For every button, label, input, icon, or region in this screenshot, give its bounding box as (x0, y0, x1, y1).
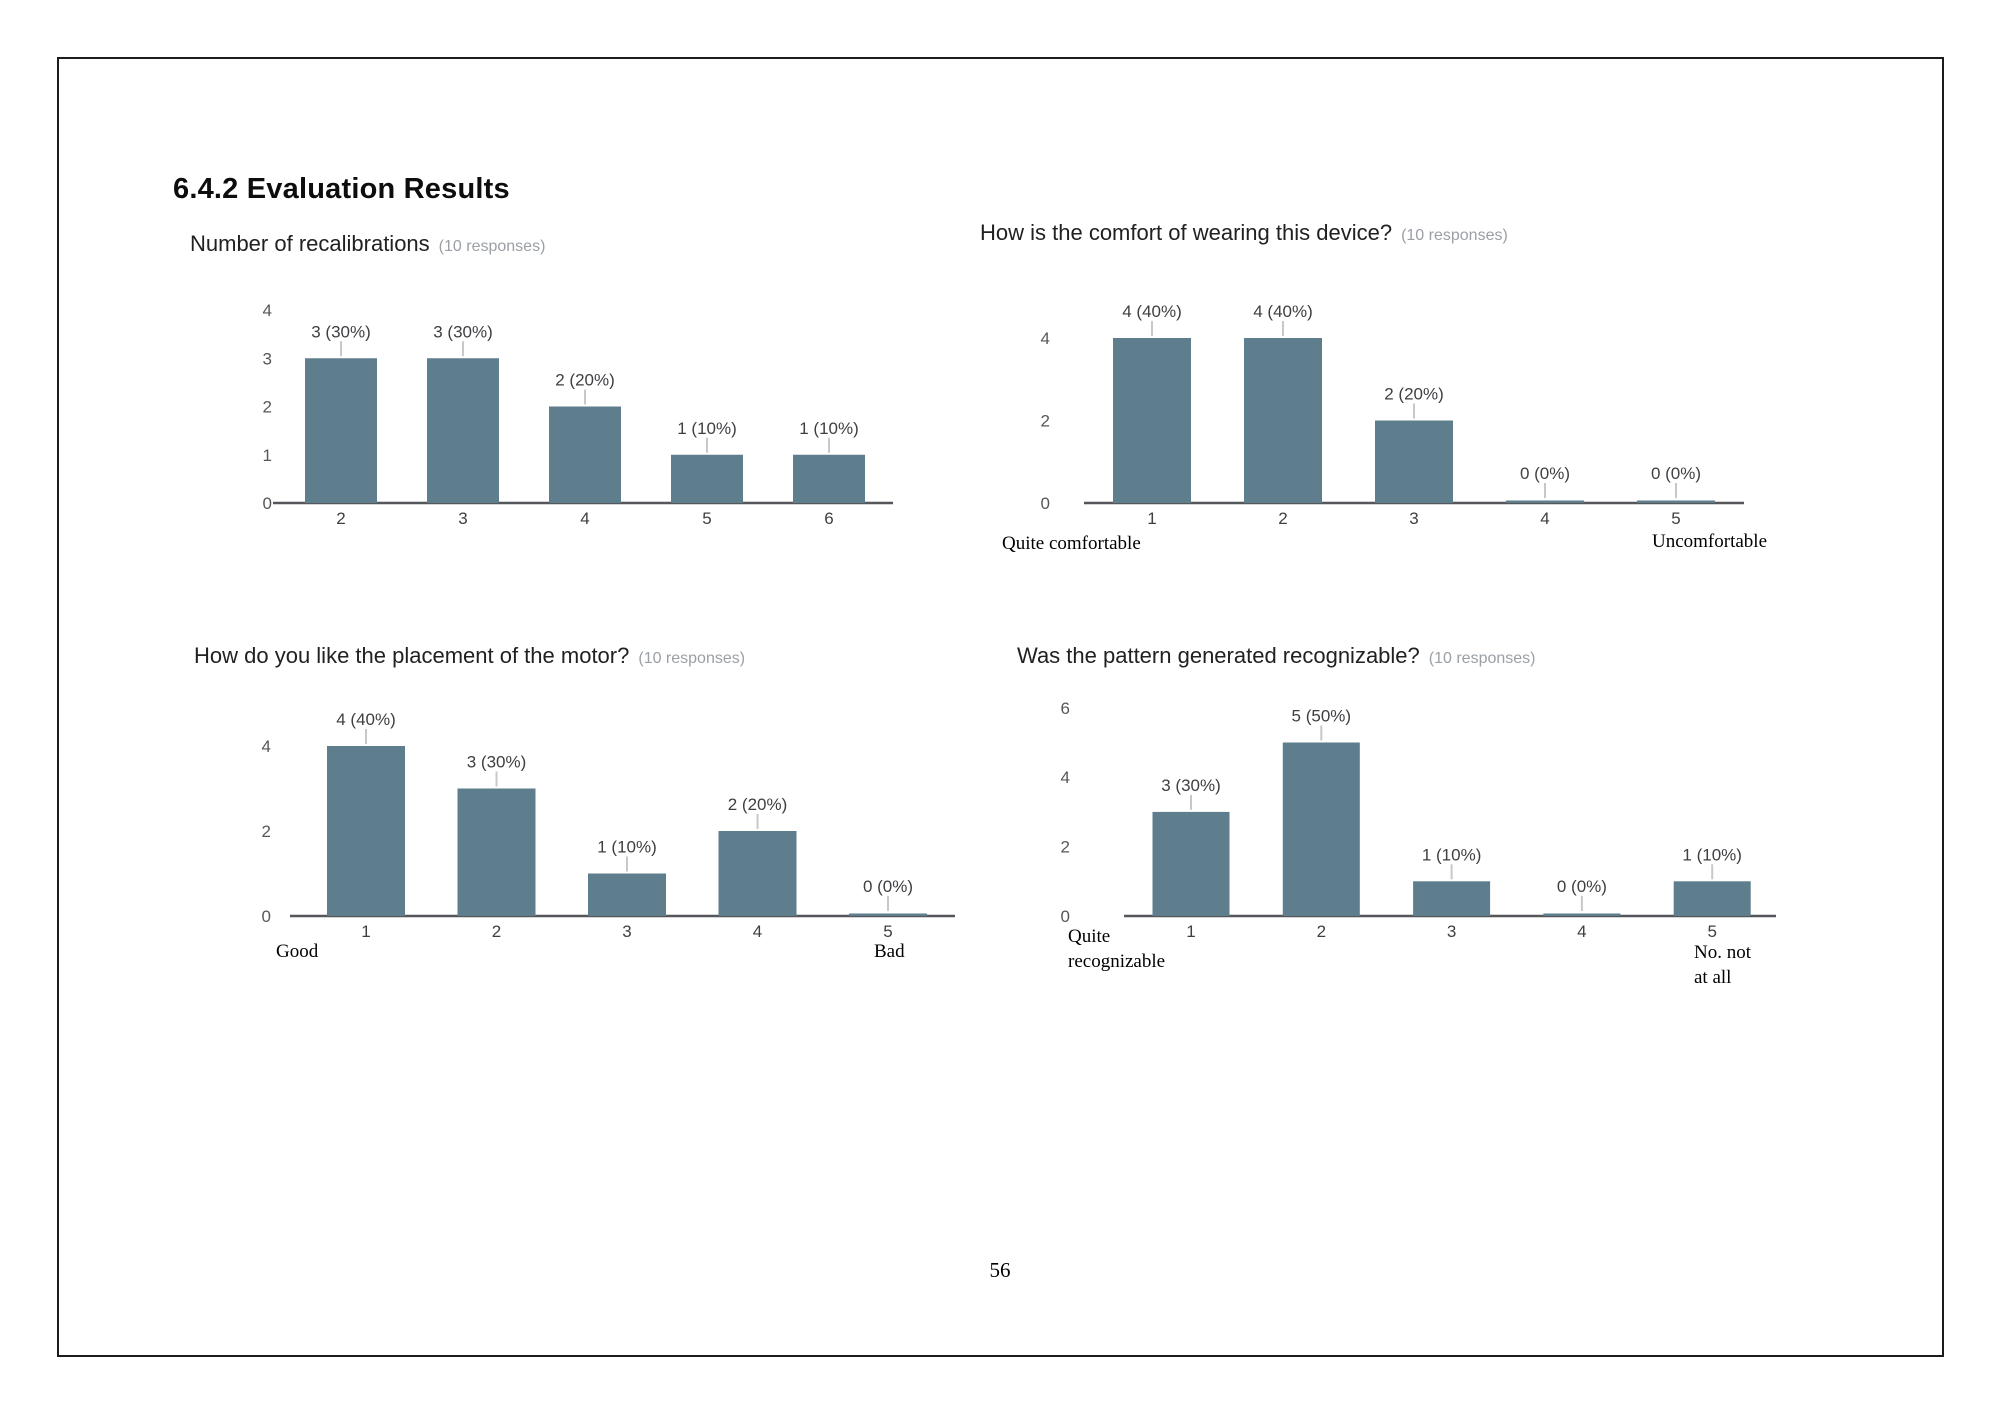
category-label: 1 (1147, 509, 1156, 528)
y-tick-label: 1 (263, 446, 272, 465)
bar (671, 454, 743, 503)
value-label: 0 (0%) (1557, 877, 1607, 896)
value-label: 0 (0%) (1651, 464, 1701, 483)
chart4-anchor-right: No. not at all (1694, 942, 1751, 988)
category-label: 3 (458, 509, 467, 528)
value-label: 1 (10%) (799, 419, 859, 438)
bar (327, 746, 405, 916)
bar (305, 358, 377, 503)
category-label: 4 (1540, 509, 1549, 528)
chart1-title-text: Number of recalibrations (190, 231, 430, 256)
value-label: 4 (40%) (1253, 302, 1313, 321)
bar-zero (1506, 500, 1584, 503)
bar (1152, 811, 1230, 916)
category-label: 3 (1409, 509, 1418, 528)
chart3-anchor-left: Good (276, 941, 319, 962)
value-label: 1 (10%) (677, 419, 737, 438)
category-label: 1 (361, 922, 370, 941)
y-tick-label: 0 (262, 907, 271, 926)
value-label: 1 (10%) (1682, 845, 1742, 864)
category-label: 4 (580, 509, 589, 528)
bar (793, 454, 865, 503)
chart1-responses-note: (10 responses) (438, 238, 546, 255)
page-number: 56 (989, 1258, 1011, 1282)
bar (1282, 742, 1360, 916)
y-tick-label: 2 (1041, 412, 1050, 431)
chart2-responses-note: (10 responses) (1401, 227, 1508, 244)
chart3-responses-note: (10 responses) (638, 650, 746, 667)
category-label: 2 (336, 509, 345, 528)
chart4-responses-note: (10 responses) (1428, 650, 1536, 667)
value-label: 3 (30%) (467, 753, 527, 772)
value-label: 4 (40%) (1122, 302, 1182, 321)
bar (427, 358, 499, 503)
value-label: 0 (0%) (863, 877, 913, 896)
bar (457, 788, 536, 916)
y-tick-label: 6 (1061, 699, 1070, 718)
bar-zero (1637, 500, 1715, 503)
y-tick-label: 2 (1061, 838, 1070, 857)
chart3-title: How do you like the placement of the mot… (194, 643, 745, 669)
y-tick-label: 4 (263, 301, 272, 320)
value-label: 3 (30%) (433, 322, 493, 341)
section-heading: 6.4.2 Evaluation Results (173, 173, 510, 205)
y-tick-label: 0 (1061, 907, 1070, 926)
category-label: 2 (492, 922, 501, 941)
category-label: 6 (824, 509, 833, 528)
value-label: 2 (20%) (1384, 385, 1444, 404)
category-label: 4 (1577, 922, 1586, 941)
category-label: 2 (1278, 509, 1287, 528)
value-label: 2 (20%) (555, 371, 615, 390)
category-label: 5 (883, 922, 892, 941)
y-tick-label: 3 (263, 349, 272, 368)
bar (1673, 881, 1751, 916)
value-label: 0 (0%) (1520, 464, 1570, 483)
category-label: 5 (1707, 922, 1716, 941)
bar (1113, 338, 1191, 503)
y-tick-label: 0 (263, 494, 272, 513)
page-border (57, 57, 1944, 1357)
category-label: 5 (702, 509, 711, 528)
bar (718, 831, 797, 916)
chart2-anchor-right: Uncomfortable (1652, 531, 1768, 552)
y-tick-label: 2 (263, 398, 272, 417)
y-tick-label: 0 (1041, 494, 1050, 513)
chart4-anchor-left: Quite recognizable (1068, 926, 1166, 972)
chart1-title: Number of recalibrations (10 responses) (190, 231, 545, 257)
category-label: 4 (753, 922, 762, 941)
category-label: 3 (1447, 922, 1456, 941)
chart2-title-text: How is the comfort of wearing this devic… (980, 220, 1393, 245)
category-label: 5 (1671, 509, 1680, 528)
chart3-title-text: How do you like the placement of the mot… (194, 643, 630, 668)
chart2-title: How is the comfort of wearing this devic… (980, 220, 1508, 246)
y-tick-label: 4 (1061, 768, 1070, 787)
value-label: 3 (30%) (311, 322, 371, 341)
category-label: 1 (1186, 922, 1195, 941)
bar (1375, 420, 1453, 503)
chart4-title-text: Was the pattern generated recognizable? (1017, 643, 1420, 668)
value-label: 4 (40%) (336, 710, 396, 729)
category-label: 2 (1317, 922, 1326, 941)
chart3-anchor-right: Bad (874, 941, 905, 962)
category-label: 3 (622, 922, 631, 941)
value-label: 2 (20%) (728, 795, 788, 814)
bar-zero (849, 913, 927, 916)
value-label: 5 (50%) (1292, 707, 1352, 726)
y-tick-label: 2 (262, 822, 271, 841)
chart4-title: Was the pattern generated recognizable? … (1017, 643, 1536, 669)
value-label: 1 (10%) (597, 838, 657, 857)
value-label: 1 (10%) (1422, 845, 1482, 864)
bar (549, 406, 621, 503)
y-tick-label: 4 (1041, 329, 1050, 348)
chart2-anchor-left: Quite comfortable (1002, 533, 1141, 554)
bar-zero (1543, 913, 1621, 916)
bar (1244, 338, 1322, 503)
value-label: 3 (30%) (1161, 776, 1221, 795)
y-tick-label: 4 (262, 737, 271, 756)
bar (1413, 881, 1491, 916)
bar (588, 873, 666, 916)
